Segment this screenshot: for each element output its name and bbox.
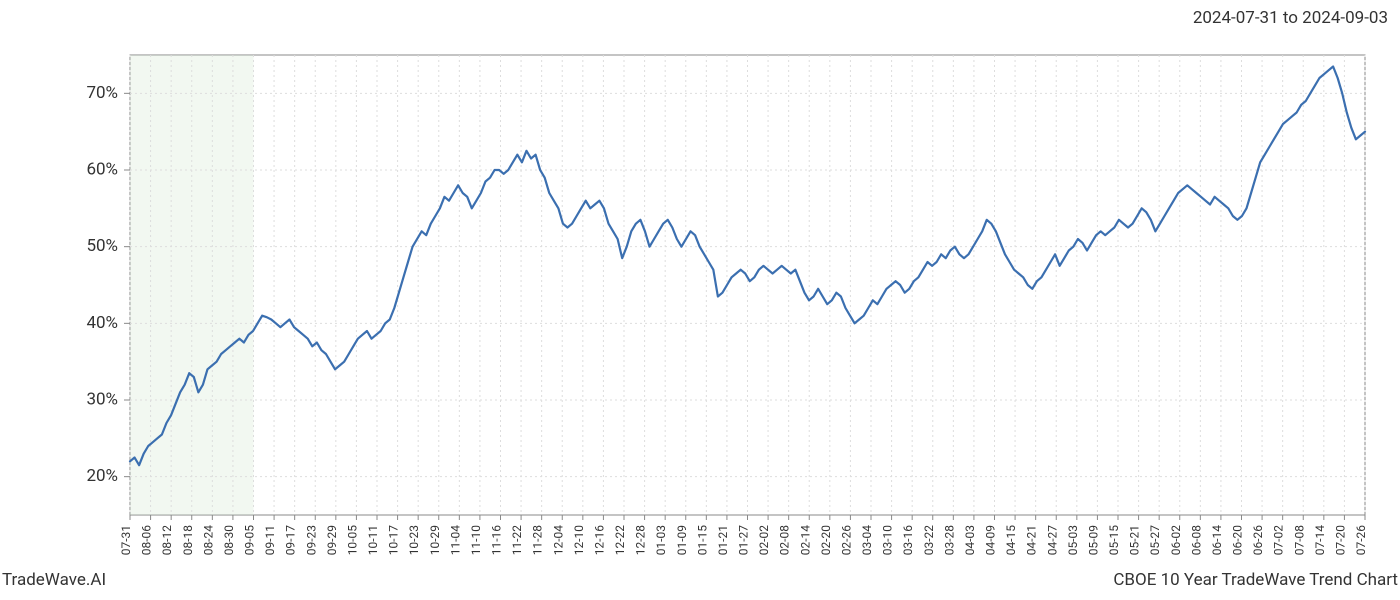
x-tick-label: 08-24 [201,525,215,556]
x-tick-label: 12-22 [613,525,627,556]
x-tick-label: 01-09 [675,525,689,555]
x-tick-label: 10-29 [428,525,442,555]
x-tick-label: 03-28 [942,525,956,556]
x-tick-label: 04-09 [984,525,998,555]
x-tick-label: 01-15 [695,525,709,556]
x-tick-label: 07-26 [1354,525,1368,556]
brand-label: TradeWave.AI [2,570,106,590]
x-tick-label: 11-22 [510,525,524,556]
x-tick-label: 07-02 [1272,525,1286,556]
x-tick-label: 09-23 [304,525,318,555]
x-tick-label: 02-14 [798,525,812,556]
chart-title: CBOE 10 Year TradeWave Trend Chart [1113,570,1398,590]
x-tick-label: 05-21 [1128,525,1142,555]
y-tick-label: 50% [86,236,118,256]
y-tick-label: 60% [86,159,118,179]
x-tick-label: 06-14 [1210,525,1224,556]
chart-area: 20%30%40%50%60%70%07-3108-0608-1208-1808… [130,55,1365,515]
x-tick-label: 02-02 [757,525,771,556]
x-tick-label: 03-10 [881,525,895,556]
x-tick-label: 10-05 [345,525,359,556]
y-tick-label: 30% [86,389,118,409]
x-tick-label: 09-05 [243,525,257,556]
x-tick-label: 02-08 [778,525,792,556]
x-tick-label: 03-16 [901,525,915,556]
x-tick-label: 11-10 [469,525,483,556]
x-tick-label: 11-04 [448,525,462,556]
x-tick-label: 12-04 [551,525,565,556]
x-tick-label: 05-03 [1066,525,1080,555]
x-tick-label: 09-17 [284,525,298,556]
x-tick-label: 12-10 [572,525,586,556]
x-tick-label: 01-21 [716,525,730,555]
x-tick-label: 04-21 [1025,525,1039,555]
x-tick-label: 06-08 [1189,525,1203,556]
x-tick-label: 09-29 [325,525,339,555]
x-tick-label: 12-16 [592,525,606,556]
line-chart-svg: 20%30%40%50%60%70%07-3108-0608-1208-1808… [130,55,1365,515]
x-tick-label: 12-28 [634,525,648,556]
x-tick-label: 01-03 [654,525,668,555]
x-tick-label: 10-23 [407,525,421,555]
x-tick-label: 11-16 [490,525,504,556]
x-tick-label: 02-26 [839,525,853,556]
x-tick-label: 08-30 [222,525,236,556]
x-tick-label: 06-26 [1251,525,1265,556]
x-tick-label: 07-08 [1292,525,1306,556]
x-tick-label: 08-06 [140,525,154,556]
x-tick-label: 01-27 [737,525,751,556]
x-tick-label: 08-12 [160,525,174,556]
x-tick-label: 10-11 [366,525,380,555]
x-tick-label: 10-17 [387,525,401,556]
date-range-label: 2024-07-31 to 2024-09-03 [1193,8,1388,28]
y-tick-label: 20% [86,466,118,486]
x-tick-label: 05-27 [1148,525,1162,556]
x-tick-label: 04-15 [1004,525,1018,556]
x-tick-label: 07-14 [1313,525,1327,556]
y-tick-label: 70% [86,83,118,103]
x-tick-label: 07-20 [1333,525,1347,556]
x-tick-label: 04-03 [963,525,977,555]
x-tick-label: 11-28 [531,525,545,556]
x-tick-label: 04-27 [1045,525,1059,556]
x-tick-label: 03-22 [922,525,936,556]
y-tick-label: 40% [86,313,118,333]
x-tick-label: 06-02 [1169,525,1183,556]
x-tick-label: 03-04 [860,525,874,556]
x-tick-label: 07-31 [119,525,133,555]
x-tick-label: 05-09 [1086,525,1100,555]
x-tick-label: 09-11 [263,525,277,555]
x-tick-label: 05-15 [1107,525,1121,556]
x-tick-label: 08-18 [181,525,195,556]
x-tick-label: 06-20 [1231,525,1245,556]
x-tick-label: 02-20 [819,525,833,556]
